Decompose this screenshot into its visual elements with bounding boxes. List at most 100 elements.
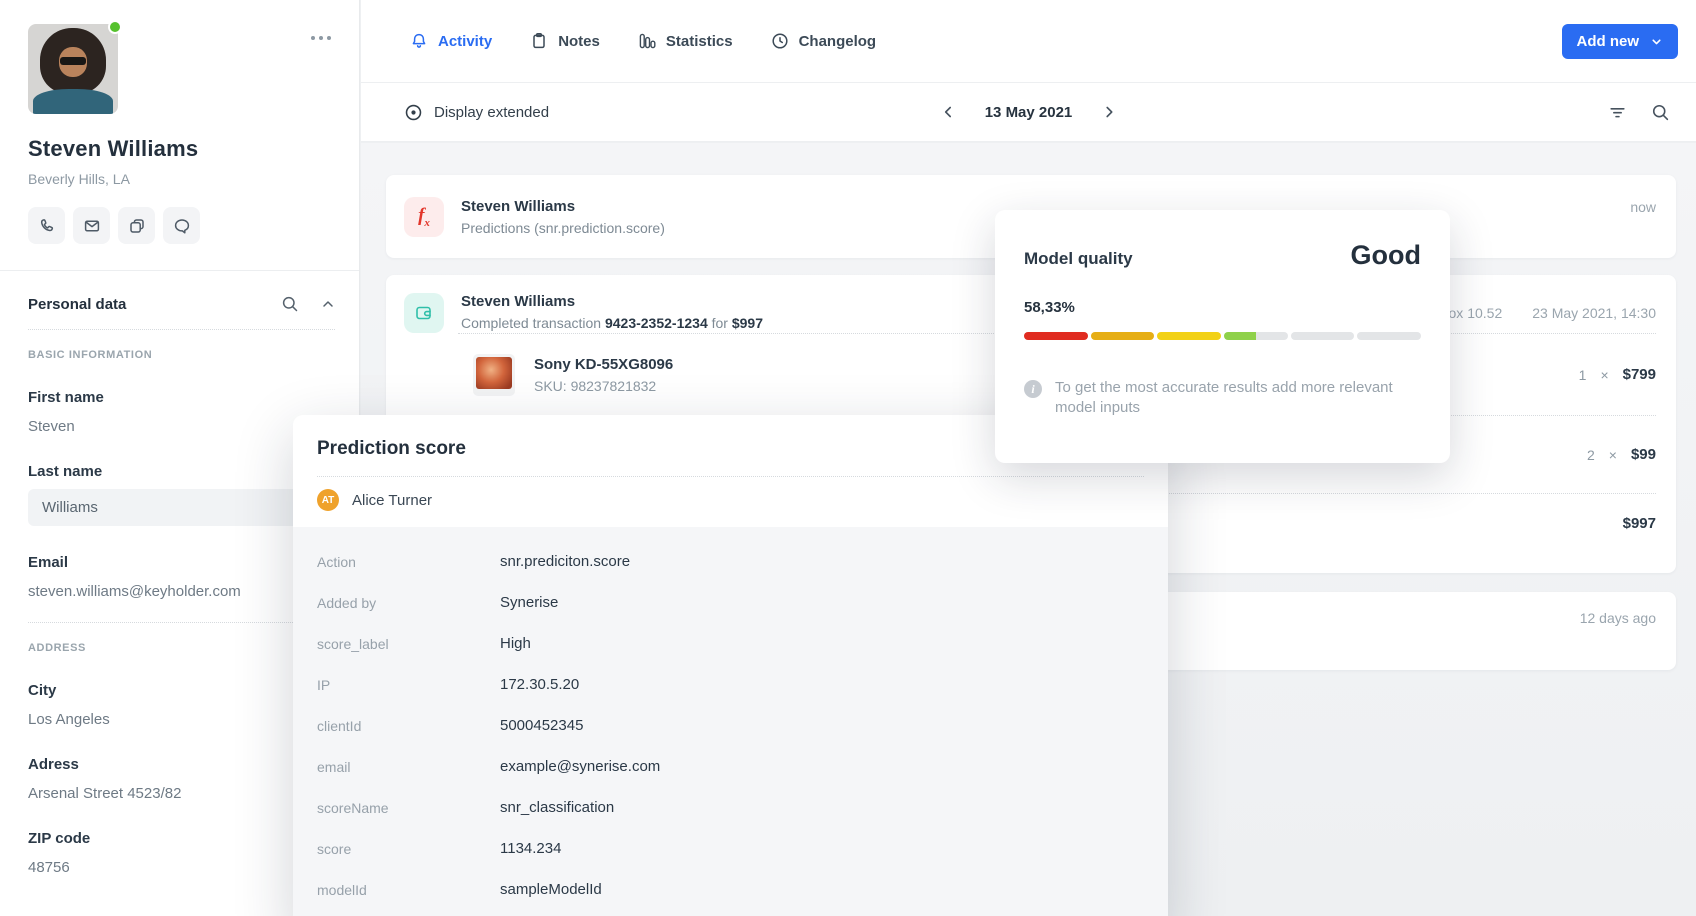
current-date[interactable]: 13 May 2021 [984, 103, 1073, 121]
section-heading-basic: BASIC INFORMATION [28, 349, 153, 361]
subtitle-prefix: Completed transaction [461, 315, 602, 331]
event-parameters-table: Action snr.prediciton.score Added by Syner… [293, 527, 1168, 916]
table-row: modelId sampleModelId [293, 869, 1168, 910]
tab-label: Statistics [665, 32, 733, 50]
call-button[interactable] [28, 207, 65, 244]
feed-toolbar: Display extended 13 May 2021 [361, 83, 1696, 142]
info-icon: i [1024, 380, 1042, 398]
date-navigation: 13 May 2021 [941, 104, 1117, 121]
chat-button[interactable] [163, 207, 200, 244]
param-value: snr.prediciton.score [500, 553, 631, 570]
param-label: clientId [317, 717, 362, 734]
wallet-icon [404, 293, 444, 333]
product-thumbnail [473, 353, 515, 396]
clock-icon [771, 32, 789, 50]
tabs-bar: Activity Notes Statistics Changelog Add … [361, 0, 1696, 83]
field-value: steven.williams@keyholder.com [28, 583, 241, 600]
multiply-sign: × [1600, 366, 1609, 383]
tab-label: Changelog [798, 32, 877, 50]
param-label: score [317, 840, 352, 857]
kebab-menu-icon[interactable] [311, 36, 331, 40]
model-quality-popup: Model quality Good 58,33% i To get the m… [995, 210, 1450, 463]
param-label: modelId [317, 881, 367, 898]
eye-icon [404, 103, 423, 122]
section-heading-address: ADDRESS [28, 642, 86, 654]
chevron-down-icon [1650, 35, 1663, 48]
divider [28, 622, 335, 623]
event-timestamp: now [1630, 199, 1656, 215]
display-extended-toggle[interactable]: Display extended [404, 103, 549, 122]
model-quality-bar [1024, 332, 1422, 340]
field-label: First name [28, 389, 104, 406]
modal-title: Prediction score [317, 438, 466, 459]
param-value: 172.30.5.20 [500, 676, 580, 693]
profile-name: Steven Williams [28, 136, 199, 161]
item-quantity: 2 [1586, 446, 1595, 463]
param-value: sampleModelId [500, 881, 602, 898]
tab-label: Notes [558, 32, 600, 50]
table-row: score_label High [293, 623, 1168, 664]
param-label: Added by [317, 594, 377, 611]
cards-button[interactable] [118, 207, 155, 244]
param-label: scoreName [317, 799, 389, 816]
divider [28, 329, 335, 330]
field-value: Los Angeles [28, 711, 110, 728]
add-new-button[interactable]: Add new [1561, 23, 1678, 59]
quality-bar-segment [1024, 332, 1088, 340]
event-subtitle: Predictions (snr.prediction.score) [461, 219, 665, 236]
search-icon[interactable] [281, 295, 299, 313]
item-price: $99 [1630, 446, 1656, 463]
item-price: $799 [1622, 366, 1656, 383]
search-icon[interactable] [1651, 103, 1670, 122]
last-name-input[interactable]: Williams [28, 489, 335, 526]
chevron-left-icon[interactable] [941, 105, 955, 119]
event-title: Steven Williams [461, 197, 576, 215]
table-row: clientId 5000452345 [293, 705, 1168, 746]
model-quality-percent: 58,33% [1024, 299, 1075, 316]
tab-activity[interactable]: Activity [410, 32, 492, 50]
divider [317, 476, 1144, 477]
filter-icon[interactable] [1608, 103, 1627, 122]
chevron-right-icon[interactable] [1102, 105, 1116, 119]
param-value: snr_classification [500, 799, 615, 816]
chat-icon [173, 217, 191, 235]
model-quality-title: Model quality [1024, 249, 1133, 268]
email-button[interactable] [73, 207, 110, 244]
personal-data-title: Personal data [28, 295, 127, 313]
param-value: 5000452345 [500, 717, 584, 734]
transaction-item: 2 × $99 [458, 416, 1656, 493]
param-value: example@synerise.com [500, 758, 661, 775]
event-timestamp: 12 days ago [1579, 610, 1656, 626]
event-timestamp: 23 May 2021, 14:30 [1532, 305, 1656, 321]
field-label: Email [28, 554, 69, 571]
quality-bar-segment [1290, 332, 1355, 340]
param-value: Synerise [500, 594, 559, 611]
tab-changelog[interactable]: Changelog [771, 32, 877, 50]
user-avatar: AT [317, 489, 339, 511]
tab-statistics[interactable]: Statistics [638, 32, 733, 50]
field-label: City [28, 682, 57, 699]
product-sku: SKU: 98237821832 [534, 377, 657, 394]
field-label: ZIP code [28, 830, 91, 847]
table-row: email example@synerise.com [293, 746, 1168, 787]
transaction-amount: $997 [731, 315, 764, 331]
table-row: IP 172.30.5.20 [293, 664, 1168, 705]
tab-notes[interactable]: Notes [530, 32, 600, 50]
param-label: score_label [317, 635, 389, 652]
param-label: Action [317, 553, 356, 570]
param-value: 1134.234 [500, 840, 562, 857]
table-row: Action snr.prediciton.score [293, 541, 1168, 582]
product-name: Sony KD-55XG8096 [534, 355, 674, 373]
param-value: High [500, 635, 531, 652]
add-new-label: Add new [1576, 32, 1640, 50]
field-label: Last name [28, 463, 103, 480]
transaction-total-row: $997 [404, 494, 1656, 553]
profile-location: Beverly Hills, LA [28, 171, 130, 187]
field-value: Steven [28, 418, 75, 435]
cards-icon [128, 217, 146, 235]
bell-icon [410, 32, 428, 50]
chevron-up-icon[interactable] [321, 297, 335, 311]
param-label: IP [317, 676, 331, 693]
model-quality-rating: Good [1350, 240, 1421, 270]
quality-bar-segment [1090, 332, 1155, 340]
